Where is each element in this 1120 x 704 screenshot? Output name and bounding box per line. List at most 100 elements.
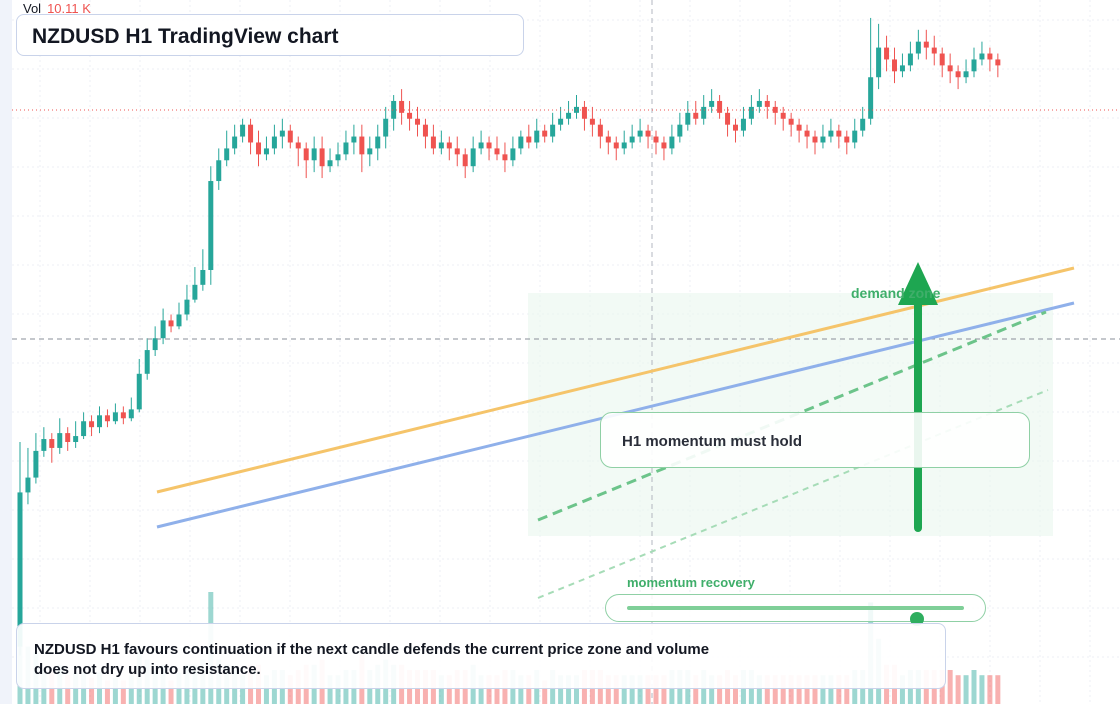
volume-bar bbox=[987, 675, 993, 704]
candle-body bbox=[613, 142, 619, 149]
candle-body bbox=[216, 160, 222, 182]
volume-bar bbox=[963, 675, 969, 704]
momentum-recovery-track[interactable] bbox=[627, 606, 964, 626]
volume-bar bbox=[566, 675, 572, 704]
volume-readout: Vol 10.11 K bbox=[23, 1, 91, 16]
volume-bar bbox=[287, 675, 293, 704]
volume-bar bbox=[756, 675, 762, 704]
candle-body bbox=[391, 100, 397, 119]
candle-body bbox=[812, 136, 818, 143]
candle-body bbox=[65, 433, 71, 442]
candle-body bbox=[184, 299, 190, 315]
candle-body bbox=[208, 181, 214, 270]
candle-body bbox=[271, 136, 277, 149]
candle-body bbox=[939, 53, 945, 66]
volume-bar bbox=[788, 675, 794, 704]
volume-bar bbox=[844, 675, 850, 704]
candle-body bbox=[637, 130, 643, 137]
candle-body bbox=[200, 270, 206, 285]
candle-body bbox=[494, 148, 500, 155]
momentum-recovery-knob[interactable] bbox=[909, 612, 924, 626]
volume-bar bbox=[764, 675, 770, 704]
volume-bar bbox=[65, 675, 71, 704]
candle-body bbox=[788, 118, 794, 125]
volume-bar bbox=[327, 675, 333, 704]
volume-bar bbox=[693, 675, 699, 704]
caption-text: NZDUSD H1 favours continuation if the ne… bbox=[34, 641, 710, 678]
candle-body bbox=[645, 130, 651, 137]
candle-body bbox=[263, 148, 269, 155]
candle-body bbox=[232, 136, 238, 149]
candle-body bbox=[248, 124, 254, 143]
candle-body bbox=[89, 421, 95, 428]
volume-bar bbox=[812, 675, 818, 704]
volume-bar bbox=[120, 680, 126, 704]
volume-value: 10.11 K bbox=[47, 1, 91, 16]
candle-body bbox=[876, 47, 882, 78]
candle-body bbox=[550, 124, 556, 137]
trendline-green-dashed-light bbox=[537, 389, 1049, 599]
demand-zone-label: demand zone bbox=[851, 285, 941, 301]
chart-title-box: NZDUSD H1 TradingView chart bbox=[16, 14, 524, 56]
momentum-recovery-slider[interactable] bbox=[605, 594, 986, 626]
candle-body bbox=[820, 136, 826, 143]
candle-body bbox=[422, 124, 428, 137]
volume-bar bbox=[335, 675, 341, 704]
momentum-note-box: H1 momentum must hold bbox=[600, 412, 1030, 468]
price-axis-left-strip bbox=[0, 0, 12, 704]
volume-bar bbox=[733, 675, 738, 704]
candle-body bbox=[709, 100, 715, 107]
candle-body bbox=[168, 320, 174, 327]
candle-body bbox=[860, 118, 866, 131]
candle-body bbox=[526, 136, 532, 143]
volume-bar bbox=[709, 675, 715, 704]
volume-bar bbox=[526, 675, 532, 704]
volume-bar bbox=[438, 675, 444, 704]
candle-body bbox=[725, 112, 731, 125]
volume-bar bbox=[645, 675, 651, 704]
volume-bar bbox=[995, 675, 1001, 704]
volume-bar bbox=[494, 675, 500, 704]
candle-body bbox=[748, 106, 754, 119]
candle-body bbox=[931, 47, 937, 54]
demand-arrow-head bbox=[898, 262, 938, 305]
candle-body bbox=[534, 130, 540, 143]
volume-bar bbox=[828, 675, 834, 704]
candle-body bbox=[566, 112, 572, 119]
candle-body bbox=[915, 41, 921, 54]
candle-body bbox=[438, 142, 444, 149]
candle-body bbox=[375, 136, 381, 149]
momentum-recovery-label: momentum recovery bbox=[627, 575, 755, 590]
candle-body bbox=[430, 136, 436, 149]
volume-bar bbox=[661, 675, 667, 704]
candle-body bbox=[160, 320, 166, 339]
candle-body bbox=[224, 148, 230, 161]
volume-bar bbox=[899, 675, 905, 704]
candle-body bbox=[923, 41, 929, 48]
candle-body bbox=[947, 65, 953, 72]
candle-body bbox=[295, 142, 301, 149]
candle-body bbox=[446, 142, 452, 149]
chart-title: NZDUSD H1 TradingView chart bbox=[32, 25, 339, 48]
candle-body bbox=[740, 118, 746, 131]
momentum-note-text: H1 momentum must hold bbox=[622, 433, 803, 450]
candle-body bbox=[470, 148, 476, 167]
candle-body bbox=[581, 106, 587, 119]
candle-body bbox=[685, 112, 691, 125]
candle-body bbox=[454, 148, 460, 155]
candle-body bbox=[343, 142, 349, 155]
volume-bar bbox=[263, 675, 269, 704]
candle-body bbox=[97, 415, 102, 428]
volume-bar bbox=[240, 675, 246, 704]
candle-body bbox=[979, 53, 985, 60]
volume-bar bbox=[446, 675, 452, 704]
volume-bar bbox=[486, 675, 492, 704]
candle-body bbox=[256, 142, 261, 155]
volume-bar bbox=[605, 675, 611, 704]
volume-bar bbox=[168, 680, 174, 704]
candle-body bbox=[73, 436, 79, 442]
candle-body bbox=[462, 154, 468, 167]
volume-bar bbox=[112, 677, 118, 704]
candle-body bbox=[629, 136, 635, 143]
candle-body bbox=[884, 47, 890, 60]
